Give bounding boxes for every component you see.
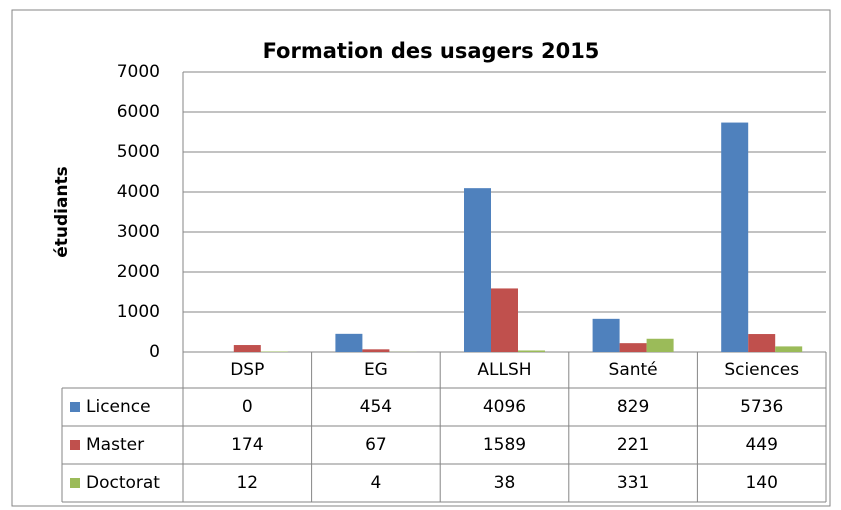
bar: [775, 346, 803, 352]
bar: [491, 288, 518, 352]
legend-swatch: [70, 402, 80, 412]
table-cell: 4: [370, 473, 381, 493]
y-tick-label: 1000: [117, 302, 160, 322]
table-cell: 174: [231, 435, 263, 455]
y-tick-label: 3000: [117, 222, 160, 242]
chart-title: Formation des usagers 2015: [263, 39, 600, 63]
bar: [748, 334, 776, 352]
bar: [619, 343, 647, 352]
table-cell: 67: [365, 435, 387, 455]
y-tick-label: 7000: [117, 62, 160, 82]
y-tick-label: 5000: [117, 142, 160, 162]
category-label: Santé: [609, 360, 658, 380]
table-cell: 1589: [483, 435, 526, 455]
y-tick-label: 6000: [117, 102, 160, 122]
y-tick-label: 4000: [117, 182, 160, 202]
y-axis-label: étudiants: [52, 166, 72, 258]
table-cell: 140: [745, 473, 777, 493]
legend-swatch: [70, 478, 80, 488]
category-label: DSP: [230, 360, 264, 380]
table-cell: 449: [745, 435, 777, 455]
bar: [362, 349, 390, 352]
bar: [592, 318, 620, 352]
chart-border: [11, 9, 831, 507]
table-cell: 5736: [740, 397, 783, 417]
legend-label: Doctorat: [86, 473, 160, 493]
table-cell: 331: [617, 473, 649, 493]
table-cell: 829: [617, 397, 649, 417]
table-cell: 454: [360, 397, 392, 417]
category-label: Sciences: [724, 360, 799, 380]
y-tick-label: 2000: [117, 262, 160, 282]
legend-label: Master: [86, 435, 144, 455]
y-tick-label: 0: [149, 342, 160, 362]
bar: [464, 188, 491, 352]
bar: [233, 345, 261, 352]
bar: [646, 338, 674, 352]
table-cell: 12: [236, 473, 258, 493]
bar: [335, 333, 363, 352]
bar: [721, 122, 749, 352]
table-cell: 0: [242, 397, 253, 417]
category-label: ALLSH: [477, 360, 531, 380]
category-label: EG: [364, 360, 388, 380]
table-cell: 4096: [483, 397, 526, 417]
bar: [518, 350, 545, 352]
table-cell: 221: [617, 435, 649, 455]
legend-label: Licence: [86, 397, 151, 417]
table-cell: 38: [494, 473, 516, 493]
legend-swatch: [70, 440, 80, 450]
